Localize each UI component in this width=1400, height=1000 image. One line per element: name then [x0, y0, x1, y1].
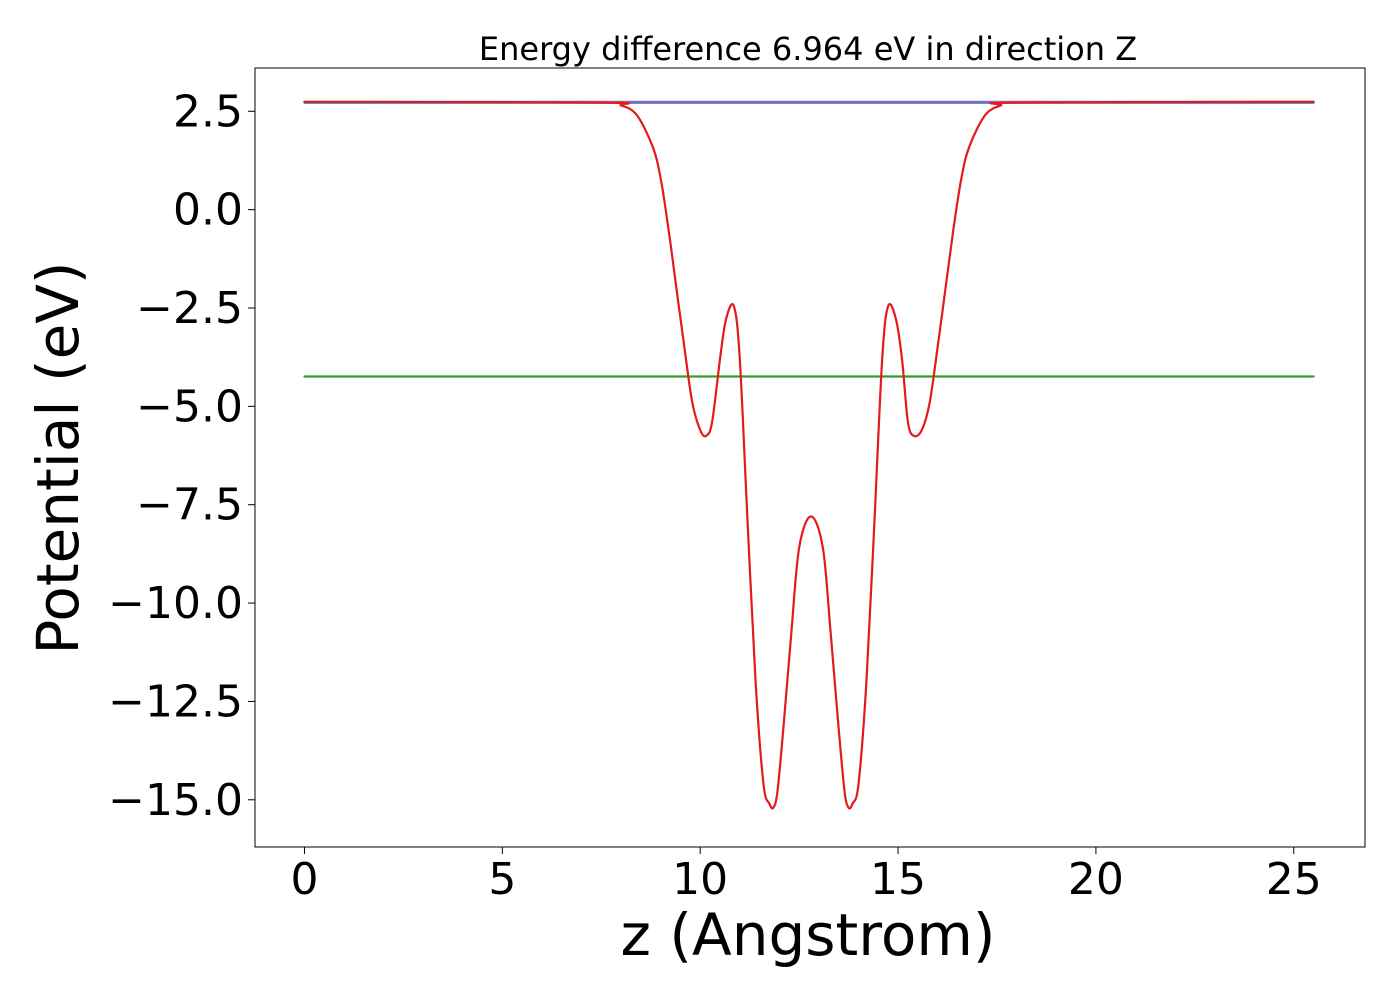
- series-layer: [303, 100, 1315, 810]
- y-tick-label: 0.0: [173, 185, 243, 236]
- x-axis: 0 5 10 15 20 25: [290, 847, 1322, 905]
- y-tick-label: −10.0: [108, 578, 243, 629]
- y-tick-label: −2.5: [136, 283, 243, 334]
- y-tick-label: −5.0: [136, 381, 243, 432]
- x-tick-label: 10: [672, 854, 728, 905]
- y-tick-label: 2.5: [173, 86, 243, 137]
- x-tick-label: 15: [870, 854, 926, 905]
- y-axis-label: Potential (eV): [24, 261, 92, 654]
- plot-frame: [254, 67, 1366, 848]
- y-tick-label: −7.5: [136, 480, 243, 531]
- x-tick-label: 20: [1068, 854, 1124, 905]
- series-line-4: [303, 100, 1315, 810]
- x-tick-label: 0: [290, 854, 318, 905]
- chart-title: Energy difference 6.964 eV in direction …: [479, 30, 1137, 68]
- y-tick-label: −12.5: [108, 676, 243, 727]
- y-tick-label: −15.0: [108, 775, 243, 826]
- x-tick-label: 25: [1266, 854, 1322, 905]
- x-axis-label: z (Angstrom): [621, 901, 996, 969]
- x-tick-label: 5: [488, 854, 516, 905]
- y-axis: 2.5 0.0 −2.5 −5.0 −7.5 −10.0 −12.5 −15.0: [108, 86, 255, 826]
